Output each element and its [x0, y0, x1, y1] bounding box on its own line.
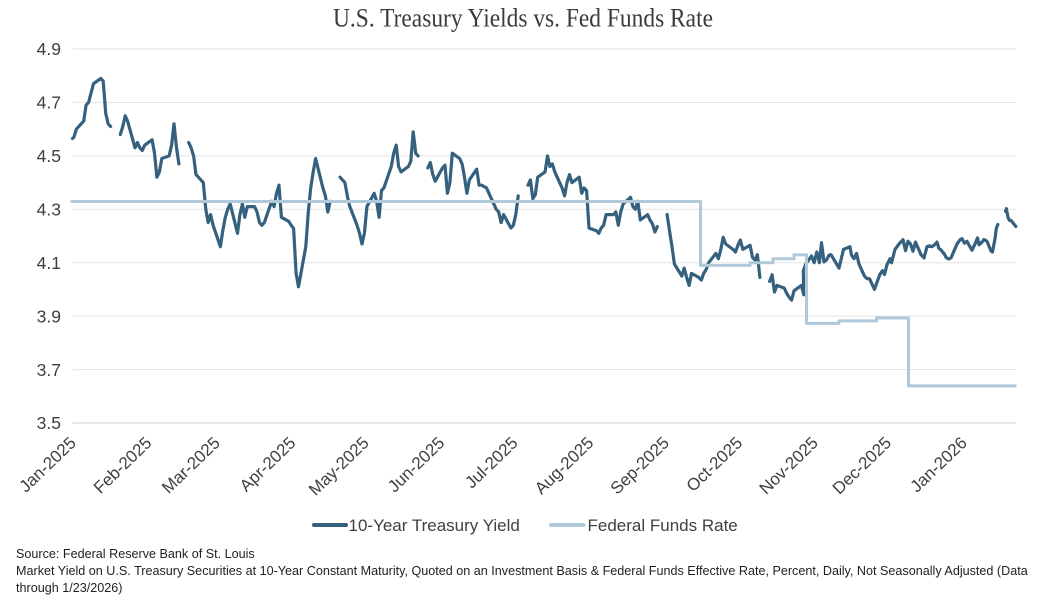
svg-text:Feb-2025: Feb-2025 — [90, 433, 156, 497]
svg-text:U.S. Treasury Yields vs. Fed F: U.S. Treasury Yields vs. Fed Funds Rate — [333, 4, 713, 33]
svg-text:Jun-2025: Jun-2025 — [384, 433, 448, 496]
svg-text:Jan-2026: Jan-2026 — [907, 433, 971, 496]
svg-text:4.7: 4.7 — [37, 93, 61, 113]
svg-text:Nov-2025: Nov-2025 — [756, 433, 822, 498]
svg-text:Jan-2025: Jan-2025 — [16, 433, 80, 496]
svg-text:Jul-2025: Jul-2025 — [461, 433, 521, 492]
svg-text:4.1: 4.1 — [37, 253, 61, 273]
svg-text:4.5: 4.5 — [37, 146, 61, 166]
svg-text:4.3: 4.3 — [37, 200, 61, 220]
svg-text:3.5: 3.5 — [37, 413, 61, 433]
svg-text:Oct-2025: Oct-2025 — [683, 433, 747, 495]
svg-text:Aug-2025: Aug-2025 — [531, 433, 597, 498]
svg-text:Mar-2025: Mar-2025 — [158, 433, 224, 497]
svg-text:Apr-2025: Apr-2025 — [236, 433, 300, 495]
svg-text:3.7: 3.7 — [37, 360, 61, 380]
svg-text:4.9: 4.9 — [37, 39, 61, 59]
svg-text:Federal Funds Rate: Federal Funds Rate — [588, 516, 738, 535]
svg-text:3.9: 3.9 — [37, 306, 61, 326]
svg-text:10-Year Treasury Yield: 10-Year Treasury Yield — [349, 516, 520, 535]
svg-text:Sep-2025: Sep-2025 — [607, 433, 673, 498]
svg-text:May-2025: May-2025 — [305, 433, 373, 499]
svg-text:Dec-2025: Dec-2025 — [829, 433, 895, 498]
